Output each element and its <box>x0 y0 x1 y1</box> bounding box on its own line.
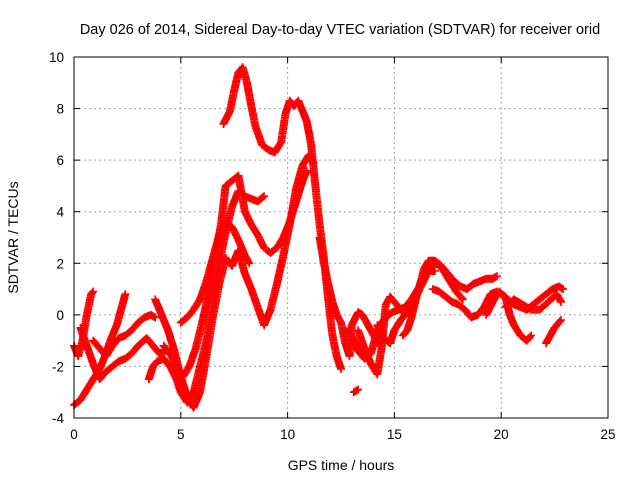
x-tick-label: 25 <box>600 427 615 442</box>
plot-frame <box>73 56 609 419</box>
y-tick-label: 8 <box>56 102 64 117</box>
y-tick-label: -4 <box>52 411 64 426</box>
x-tick-label: 10 <box>280 427 295 442</box>
data-series-17 <box>501 290 565 314</box>
y-axis-label: SDTVAR / TECUs <box>5 181 21 293</box>
y-tick-label: 4 <box>56 205 64 220</box>
x-tick-label: 0 <box>70 427 78 442</box>
x-tick-label: 15 <box>387 427 402 442</box>
y-tick-label: -2 <box>52 359 64 374</box>
data-series-9 <box>219 63 345 373</box>
chart-title: Day 026 of 2014, Sidereal Day-to-day VTE… <box>80 22 600 38</box>
x-tick-label: 5 <box>177 427 185 442</box>
y-tick-label: 10 <box>49 50 64 65</box>
data-series-18 <box>542 316 565 348</box>
data-series-13 <box>398 256 501 340</box>
x-axis-label: GPS time / hours <box>288 457 395 473</box>
data-series-7 <box>151 151 318 412</box>
y-tick-label: 2 <box>56 256 64 271</box>
data-series-3 <box>76 323 170 384</box>
data-series-14 <box>428 285 501 322</box>
y-tick-label: 6 <box>56 153 64 168</box>
x-tick-label: 20 <box>494 427 509 442</box>
data-series-4 <box>89 310 160 361</box>
data-series-19 <box>349 385 363 397</box>
data-layer <box>70 63 568 412</box>
data-series-20 <box>373 308 412 348</box>
y-tick-label: 0 <box>56 308 64 323</box>
data-series-1 <box>70 287 98 361</box>
axis-ticks: 0 5 10 15 20 25 -4 -2 0 2 4 6 8 10 <box>49 50 616 442</box>
data-series-8 <box>176 218 254 327</box>
